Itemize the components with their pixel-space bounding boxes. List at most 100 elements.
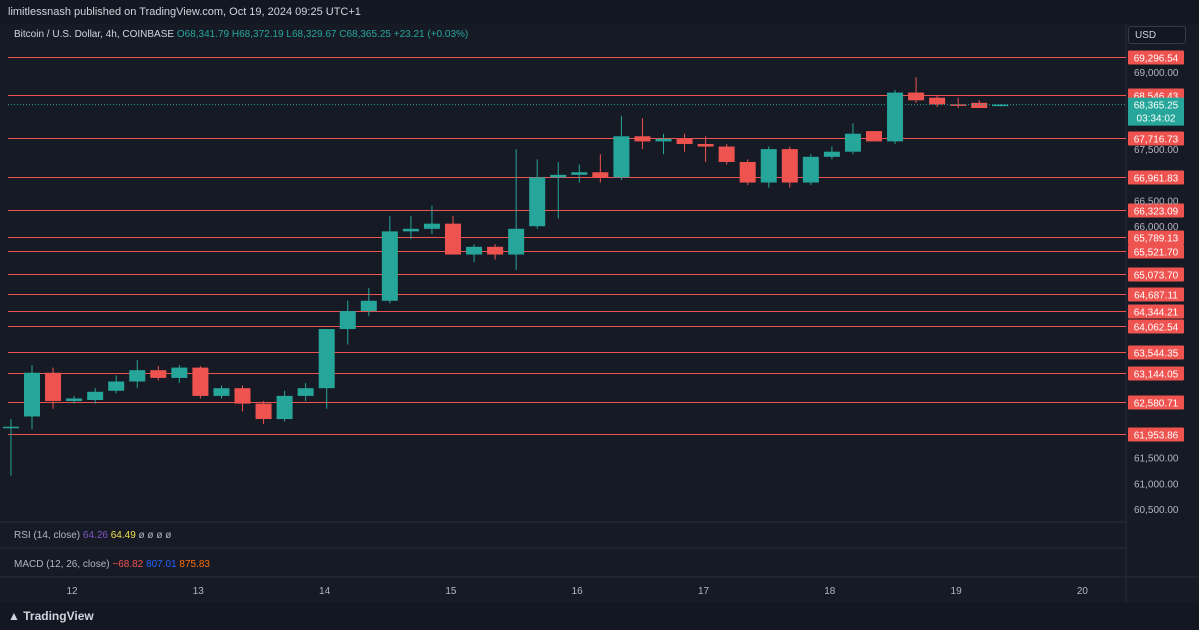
candle-body — [234, 388, 251, 404]
y-tick-label: 67,500.00 — [1134, 145, 1179, 156]
candle-body — [823, 151, 840, 157]
candle-body — [466, 246, 483, 255]
candle-body — [297, 388, 314, 396]
y-tick-label: 66,500.00 — [1134, 197, 1179, 208]
legend-open: O68,341.79 — [176, 29, 230, 40]
candle-body — [2, 426, 19, 429]
level-label: 65,521.70 — [1134, 248, 1179, 259]
chart-frame[interactable] — [0, 24, 1199, 602]
level-label-bg — [1128, 287, 1184, 302]
last-price-countdown: 03:34:02 — [1137, 114, 1176, 125]
macd-legend[interactable]: MACD (12, 26, close) −68.82 807.01 875.8… — [14, 559, 210, 570]
candle-body — [508, 228, 525, 255]
candle-body — [276, 395, 293, 420]
level-label-bg — [1128, 230, 1184, 245]
candle-body — [802, 156, 819, 183]
x-tick-label: 15 — [445, 586, 457, 597]
candle-body — [887, 92, 904, 142]
rsi-label: RSI (14, close) — [14, 530, 81, 541]
x-tick-label: 14 — [319, 586, 331, 597]
legend-low: L68,329.67 — [286, 29, 337, 40]
level-label: 67,716.73 — [1134, 135, 1179, 146]
rsi-legend[interactable]: RSI (14, close) 64.26 64.49 ø ø ø ø — [14, 530, 171, 541]
legend-change: +23.21 (+0.03%) — [393, 29, 469, 40]
level-label-bg — [1128, 203, 1184, 218]
candle-body — [781, 149, 798, 183]
candle-body — [45, 372, 62, 402]
rsi-value-1: 64.26 — [82, 530, 108, 541]
candle-body — [992, 104, 1009, 107]
rsi-value-2: 64.49 — [110, 530, 136, 541]
level-label-bg — [1128, 345, 1184, 360]
macd-value-1: −68.82 — [112, 559, 144, 570]
x-tick-label: 20 — [1077, 586, 1089, 597]
level-label: 65,789.13 — [1134, 234, 1179, 245]
candle-body — [24, 372, 40, 417]
level-label: 64,062.54 — [1134, 323, 1179, 334]
candle-body — [381, 231, 398, 301]
x-tick-label: 19 — [951, 586, 963, 597]
x-tick-label: 18 — [824, 586, 836, 597]
candle-body — [866, 131, 882, 142]
candle-body — [929, 97, 946, 105]
macd-label: MACD (12, 26, close) — [14, 559, 110, 570]
tradingview-logo[interactable]: ▲ TradingView — [8, 609, 94, 623]
candle-body — [423, 223, 440, 229]
candle-body — [592, 172, 609, 178]
level-label: 66,323.09 — [1134, 207, 1179, 218]
footer-bar: ▲ TradingView — [0, 602, 1199, 630]
candle-body — [487, 246, 504, 255]
level-label: 66,961.83 — [1134, 174, 1179, 185]
candle-body — [950, 104, 967, 106]
candle-body — [908, 92, 925, 101]
candle-body — [150, 370, 167, 378]
candle-body — [571, 172, 588, 175]
y-tick-label: 61,000.00 — [1134, 479, 1179, 490]
level-label-bg — [1128, 50, 1184, 65]
candle-body — [255, 403, 272, 420]
y-tick-label: 61,500.00 — [1134, 454, 1179, 465]
candle-body — [550, 174, 567, 178]
candle-body — [529, 177, 546, 227]
level-label: 64,687.11 — [1134, 291, 1178, 302]
level-label: 63,144.05 — [1134, 370, 1179, 381]
last-price-value: 68,365.25 — [1134, 101, 1179, 112]
macd-value-3: 875.83 — [179, 559, 210, 570]
x-tick-label: 12 — [66, 586, 78, 597]
publisher-line: limitlessnash published on TradingView.c… — [8, 6, 361, 18]
symbol-legend: Bitcoin / U.S. Dollar, 4h, COINBASE O68,… — [14, 29, 468, 40]
level-label: 64,344.21 — [1134, 308, 1179, 319]
level-label: 68,546.43 — [1134, 92, 1179, 103]
candle-body — [108, 381, 125, 391]
candle-body — [129, 370, 146, 382]
level-label: 62,580.71 — [1134, 399, 1179, 410]
candle-body — [760, 149, 777, 183]
level-label-bg — [1128, 319, 1184, 334]
y-tick-label: 60,500.00 — [1134, 505, 1179, 516]
candle-body — [634, 136, 651, 142]
candle-body — [613, 136, 630, 178]
candle-body — [844, 133, 861, 152]
legend-high: H68,372.19 — [231, 29, 284, 40]
level-label-bg — [1128, 131, 1184, 146]
level-label: 65,073.70 — [1134, 271, 1179, 282]
rsi-extra: ø ø ø ø — [138, 530, 172, 541]
candle-body — [192, 367, 209, 396]
candle-body — [213, 388, 230, 396]
candle-body — [676, 138, 693, 144]
candle-body — [739, 161, 756, 183]
candle-body — [718, 146, 735, 162]
candle-body — [318, 329, 335, 389]
currency-button[interactable]: USD — [1128, 26, 1186, 44]
x-tick-label: 13 — [193, 586, 205, 597]
symbol-name: Bitcoin / U.S. Dollar, 4h, COINBASE — [14, 29, 175, 40]
level-label-bg — [1128, 267, 1184, 282]
y-tick-label: 69,000.00 — [1134, 68, 1179, 79]
level-label-bg — [1128, 304, 1184, 319]
level-label: 61,953.86 — [1134, 431, 1179, 442]
x-tick-label: 16 — [572, 586, 584, 597]
x-tick-label: 17 — [698, 586, 710, 597]
candle-body — [360, 300, 377, 312]
publisher-bar: limitlessnash published on TradingView.c… — [0, 0, 1199, 24]
